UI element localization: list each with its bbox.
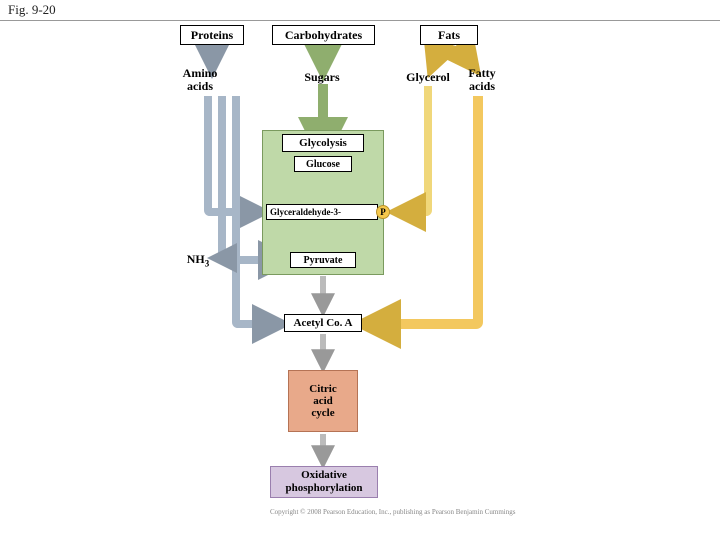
sugars-label: Sugars [297,70,347,85]
g3p-box: Glyceraldehyde-3- [266,204,378,220]
nh3-label: NH3 [180,252,216,268]
oxphos-box: Oxidativephosphorylation [270,466,378,498]
divider [0,20,720,21]
glycolysis-title: Glycolysis [282,134,364,152]
glucose-box: Glucose [294,156,352,172]
carbs-box: Carbohydrates [272,25,375,45]
citric-label: Citricacidcycle [303,383,343,419]
acetyl-coa-box: Acetyl Co. A [284,314,362,332]
fatty-acids-label: Fattyacids [460,67,504,92]
figure-label: Fig. 9-20 [8,2,56,18]
g3p-phosphate-icon: P [376,205,390,219]
fats-box: Fats [420,25,478,45]
copyright-text: Copyright © 2008 Pearson Education, Inc.… [270,508,515,516]
glycerol-label: Glycerol [400,70,456,85]
amino-acids-label: Aminoacids [175,67,225,92]
pyruvate-box: Pyruvate [290,252,356,268]
proteins-box: Proteins [180,25,244,45]
